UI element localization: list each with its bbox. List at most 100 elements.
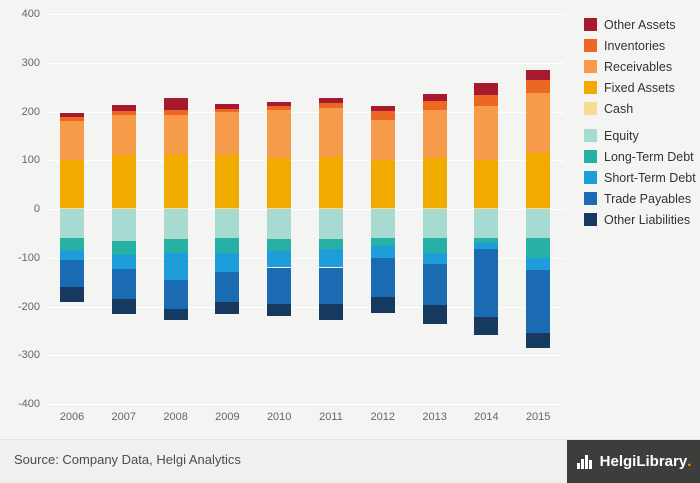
bar-segment-receivables [318,108,343,157]
chart-legend: Other Assets Inventories Receivables Fixed … [584,14,696,230]
x-axis-label: 2013 [422,411,447,423]
y-axis-label: 200 [21,105,40,118]
bar-segment-cash [111,207,136,209]
bar-segment-receivables [422,110,447,158]
bar-segment-fixed-assets [267,157,292,208]
legend-item-receivables: Receivables [584,56,696,77]
bar-segment-long-term-debt [370,238,395,246]
bar-segment-fixed-assets [111,155,136,208]
legend-swatch [584,150,597,163]
bar-segment-fixed-assets [474,160,499,208]
x-axis-label: 2006 [59,411,85,423]
bar-segment-other-liabilities [59,287,84,302]
bar-segment-other-assets [318,98,343,104]
bar-segment-receivables [163,115,188,155]
x-axis-label: 2010 [266,411,292,423]
legend-label: Inventories [604,38,666,53]
bar-segment-inventories [318,103,343,109]
plot-area: -400 -300 -200 -100 0 100 200 300 400 2006 2007 200… [18,8,564,423]
legend-item-equity: Equity [584,125,696,146]
bar-segment-fixed-assets [526,152,551,208]
bar-segment-cash [474,207,499,209]
gridline [46,404,564,405]
bar-segment-equity [59,209,84,239]
legend-label: Fixed Assets [604,80,675,95]
bar-segment-inventories [215,108,240,113]
bar-segment-equity [526,209,551,239]
legend-label: Other Liabilities [604,212,691,227]
legend-label: Cash [604,101,634,116]
legend-label: Long-Term Debt [604,149,694,164]
gridline [46,209,564,210]
bar-segment-inventories [474,94,499,106]
legend-swatch [584,60,597,73]
bar-segment-other-assets [215,103,240,109]
bar-segment-long-term-debt [474,238,499,244]
bar-segment-trade-payables [111,268,136,300]
bar-segment-equity [474,209,499,239]
bar-segment-other-assets [163,97,188,110]
logo-dot: . [687,453,692,470]
bar-segment-fixed-assets [318,156,343,208]
legend-item-short-term-debt: Short-Term Debt [584,167,696,188]
x-axis-label: 2007 [111,411,137,423]
bar-segment-receivables [215,112,240,156]
x-axis-label: 2009 [215,411,240,423]
helgi-library-logo: Helgi Library. [567,440,700,483]
bar-segment-other-assets [526,70,551,80]
bar-chart-icon [576,454,592,469]
logo-text-helgi: Helgi [599,453,637,470]
bar-segment-trade-payables [526,269,551,334]
x-axis-label: 2014 [474,411,499,423]
bar-segment-cash [422,207,447,209]
bar-segment-inventories [163,109,188,116]
bar-segment-fixed-assets [163,154,188,208]
y-axis-label: -100 [17,251,40,264]
legend-label: Short-Term Debt [604,170,696,185]
bar-segment-long-term-debt [215,238,240,253]
bar-segment-long-term-debt [59,238,84,251]
x-axis-label: 2008 [163,411,188,423]
bar-segment-trade-payables [267,267,292,305]
y-axis-label: 0 [33,203,40,215]
legend-item-cash: Cash [584,98,696,119]
bar-segment-cash [163,207,188,209]
bar-segment-other-assets [267,101,292,107]
bar-segment-other-liabilities [422,305,447,324]
bar-segment-short-term-debt [59,250,84,261]
bar-segment-receivables [370,119,395,161]
bar-segment-other-assets [422,94,447,102]
legend-label: Trade Payables [604,191,692,206]
legend-swatch [584,81,597,94]
bar-segment-other-assets [59,113,84,118]
bar-segment-equity [318,209,343,240]
bar-segment-equity [215,209,240,239]
bar-segment-equity [111,209,136,241]
bar-segment-cash [59,207,84,209]
logo-inner: Helgi Library. [576,453,692,470]
bar-segment-other-assets [370,105,395,111]
bar-segment-receivables [526,93,551,153]
bar-segment-short-term-debt [215,252,240,273]
y-axis-label: -300 [17,349,40,362]
bar-segment-long-term-debt [422,238,447,253]
bar-segment-short-term-debt [474,243,499,249]
bar-segment-short-term-debt [526,257,551,270]
bar-segment-trade-payables [59,260,84,287]
bar-segment-cash [370,207,395,209]
legend-swatch [584,129,597,142]
y-axis-label: 100 [21,154,40,167]
bar-segment-trade-payables [215,272,240,302]
bar-segment-inventories [370,111,395,120]
bar-segment-fixed-assets [422,157,447,208]
legend-swatch [584,171,597,184]
bar-segment-receivables [267,110,292,158]
bar-segment-other-liabilities [318,304,343,320]
bar-segment-long-term-debt [111,240,136,256]
bar-segment-other-liabilities [215,301,240,314]
bar-segment-other-liabilities [474,317,499,335]
logo-text-library: Library [636,453,688,470]
bar-segment-fixed-assets [59,160,84,208]
x-axis-label: 2012 [370,411,396,423]
bar-segment-cash [267,207,292,209]
